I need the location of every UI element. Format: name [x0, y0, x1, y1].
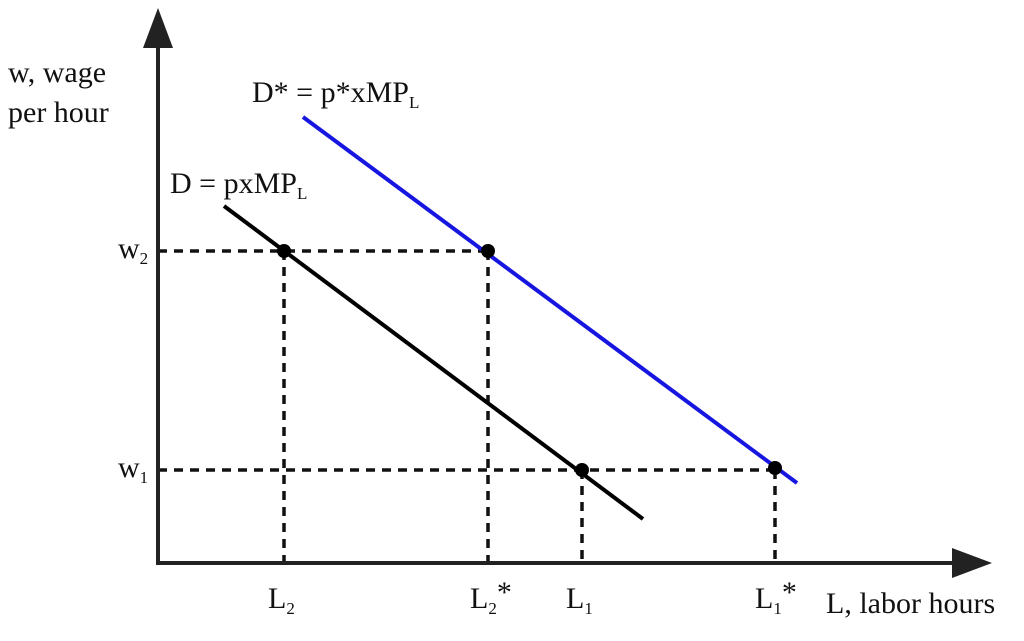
curve-label-sub: L	[297, 184, 307, 203]
tick-sub: 1	[140, 468, 149, 487]
curve-label-main: D = pxMP	[170, 167, 297, 200]
point	[768, 461, 782, 475]
x-axis-label: L, labor hours	[826, 587, 995, 620]
tick-suffix: *	[497, 576, 512, 609]
y-arrow	[143, 8, 173, 48]
tick-suffix: *	[782, 576, 797, 609]
y-axis-label: w, wage	[8, 56, 106, 89]
x-tick-label: L1	[566, 582, 593, 618]
point	[277, 244, 291, 258]
tick-main: L	[470, 582, 488, 615]
demand-star-curve	[301, 115, 799, 485]
tick-sub: 1	[773, 599, 782, 618]
tick-sub: 2	[140, 249, 149, 268]
tick-main: L	[566, 582, 584, 615]
tick-sub: 2	[286, 599, 295, 618]
tick-main: w	[118, 451, 140, 484]
x-tick-label: L2	[268, 582, 295, 618]
tick-sub: 1	[584, 599, 593, 618]
curve-label-main: D* = p*xMP	[252, 76, 409, 109]
y-tick-label: w1	[118, 451, 148, 487]
curve-label: D = pxMPL	[170, 167, 307, 203]
curve-label-sub: L	[409, 93, 419, 112]
y-axis-label: per hour	[8, 96, 109, 129]
tick-sub: 2	[488, 599, 497, 618]
x-tick-label: L2*	[470, 576, 512, 618]
tick-main: L	[268, 582, 286, 615]
curve-label: D* = p*xMPL	[252, 76, 419, 112]
point	[481, 244, 495, 258]
y-tick-label: w2	[118, 232, 148, 268]
x-tick-label: L1*	[755, 576, 797, 618]
tick-main: L	[755, 582, 773, 615]
tick-main: w	[118, 232, 140, 265]
demand-curve	[222, 204, 645, 521]
x-arrow	[952, 548, 992, 578]
point	[575, 463, 589, 477]
